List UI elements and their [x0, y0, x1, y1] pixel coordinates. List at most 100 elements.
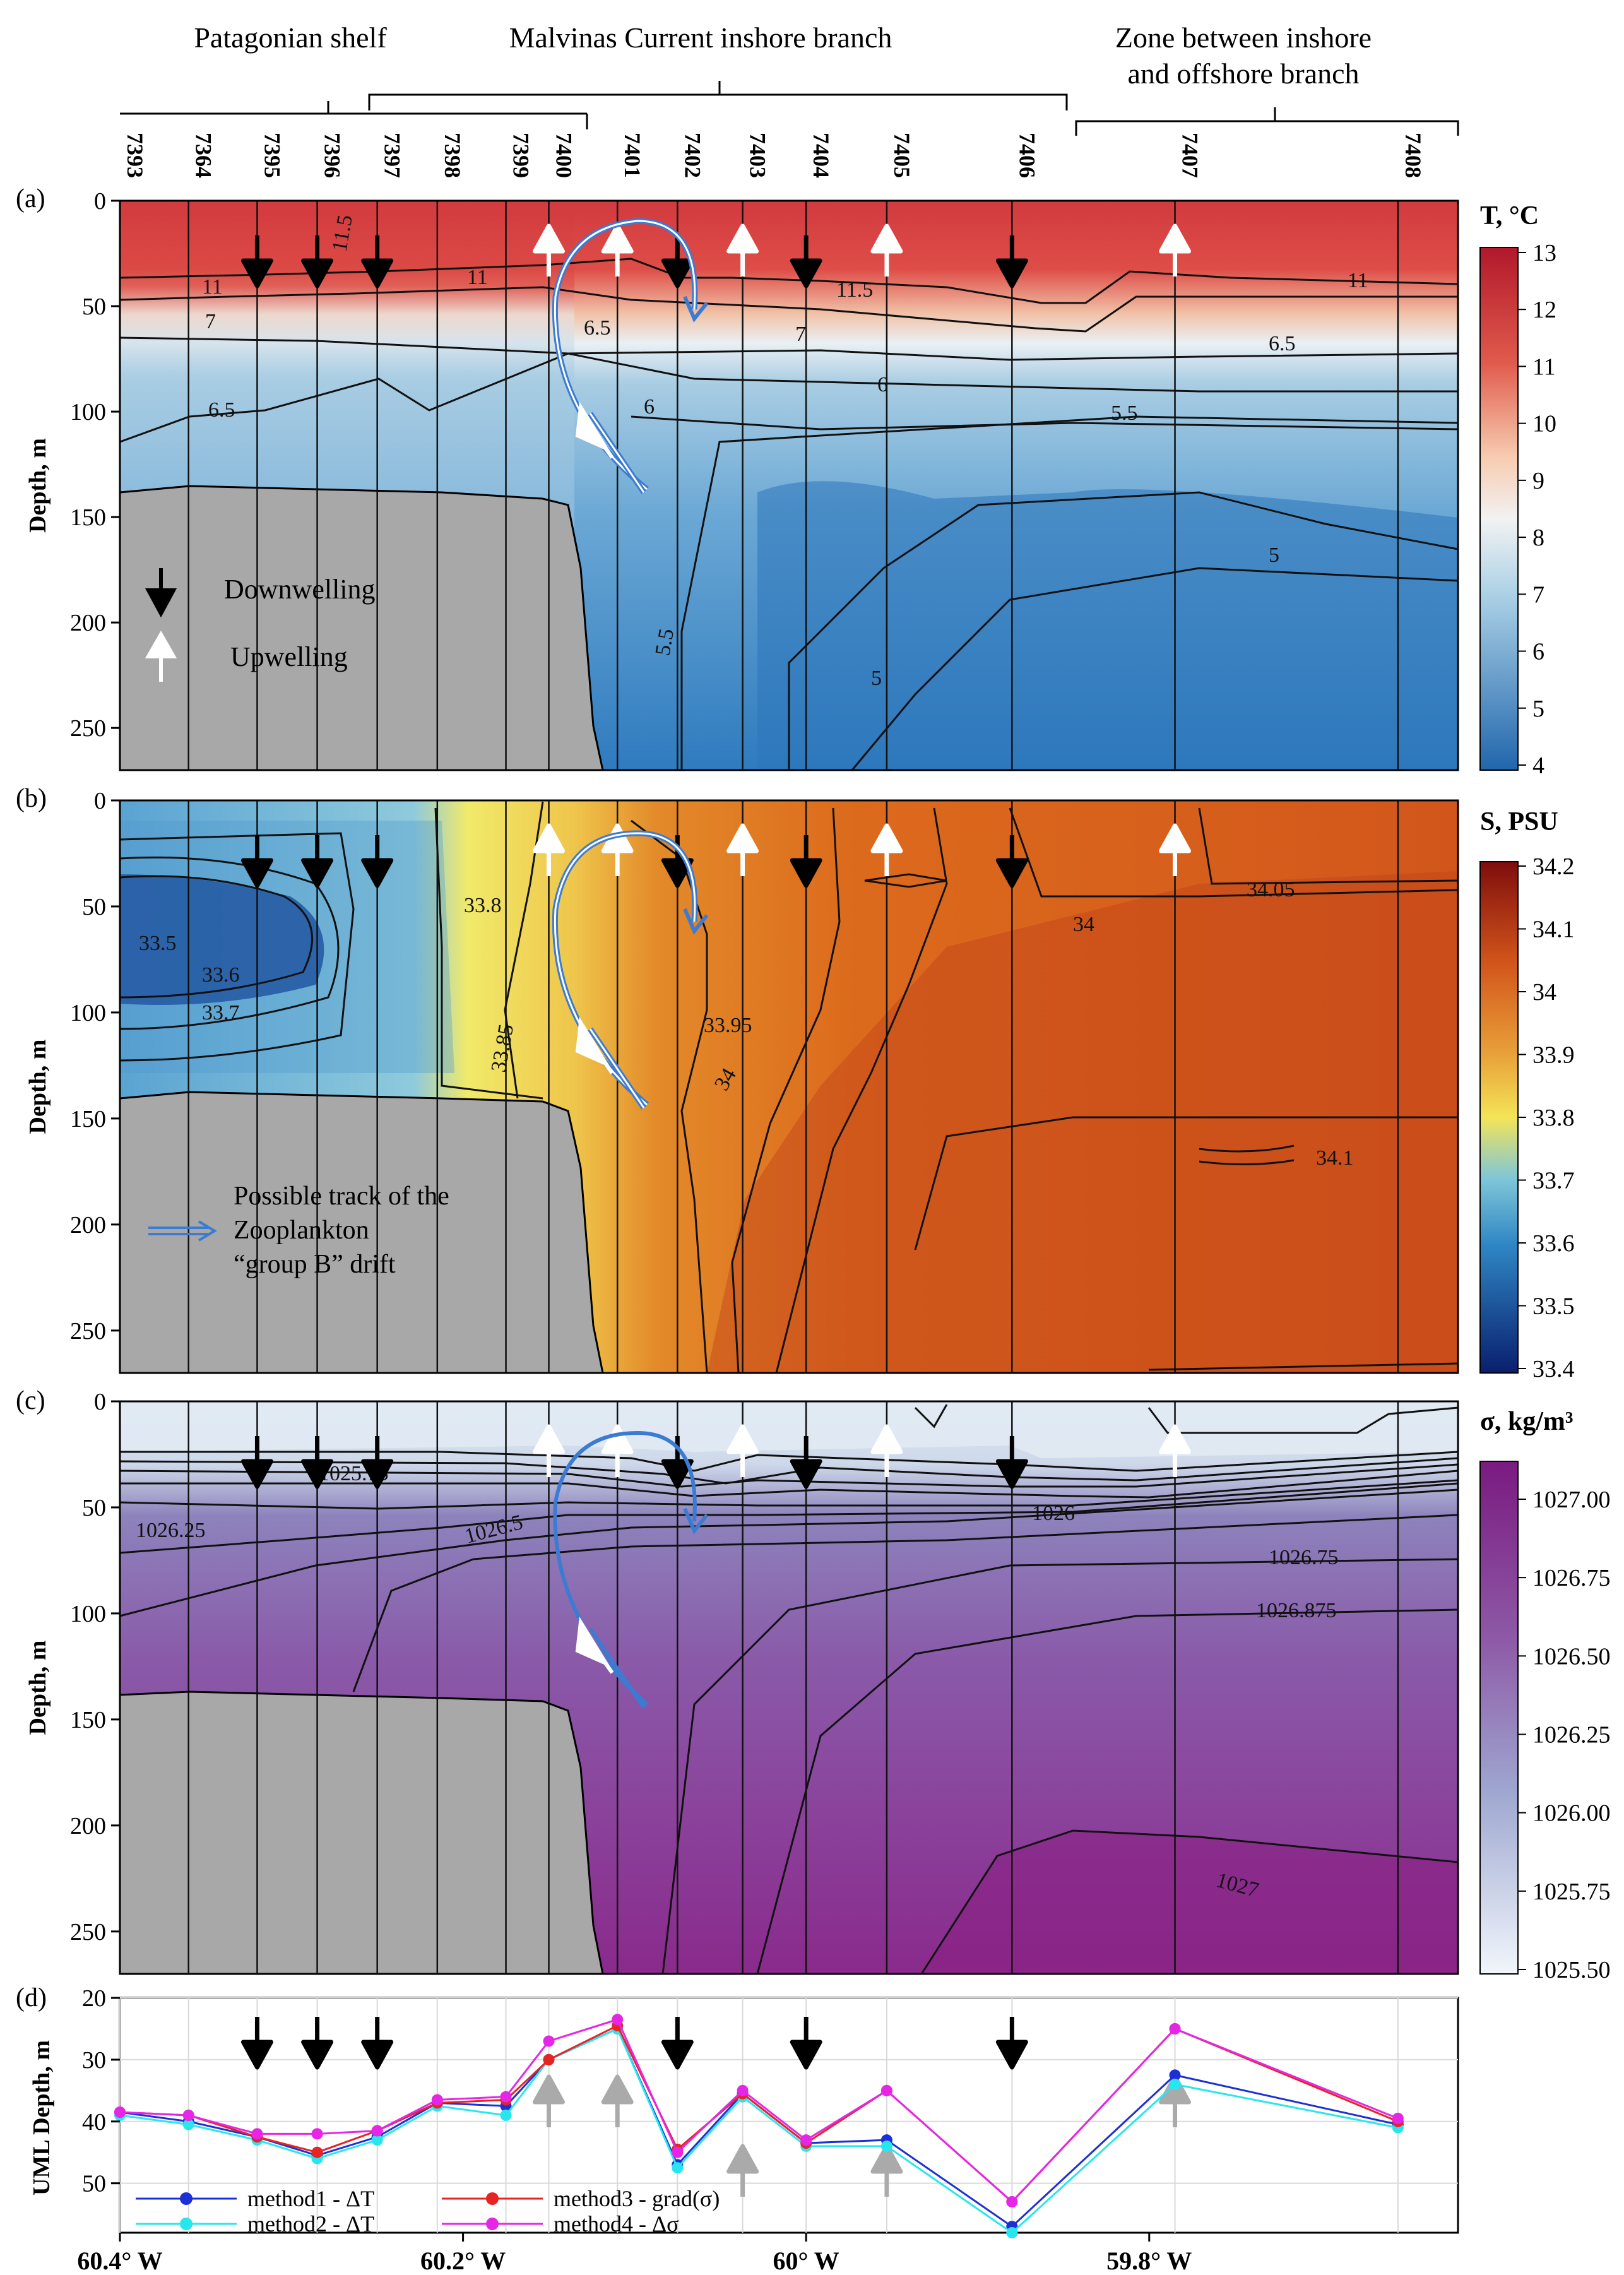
legend-upwelling-label: Upwelling — [230, 641, 348, 672]
upwelling-arrow-7400 — [532, 823, 565, 876]
depth-tick-label: 200 — [70, 610, 106, 636]
y-tick-label: 30 — [82, 2047, 106, 2074]
station-label-7397: 7397 — [380, 133, 405, 178]
zone-bracket-inshore — [368, 81, 1068, 110]
upwelling-arrow-7405 — [870, 823, 903, 876]
colorbar-tick-label: 33.6 — [1532, 1230, 1575, 1257]
panel-b-frame — [119, 799, 1459, 1374]
track-legend-line-2: Zooplankton — [234, 1216, 369, 1245]
panel-b-ylabel: Depth, m — [25, 1040, 51, 1134]
depth-tick-label: 0 — [94, 1389, 106, 1415]
panel-d-axes: 20 30 40 50 60.4° W 60.2° W 60° W 59.8° W — [77, 1985, 1192, 2275]
colorbar-density-title: σ, kg/m³ — [1480, 1407, 1573, 1436]
colorbar-tick-label: 1026.75 — [1532, 1565, 1611, 1591]
zone-headers: Patagonian shelf Malvinas Current inshor… — [120, 21, 1459, 136]
upwelling-arrow-7407 — [1159, 223, 1192, 276]
panel-d-uml-depth: (d) 20 30 40 50 60.4° W 60.2° W 60° W 59.8° W U… — [16, 1983, 1459, 2275]
upwelling-arrow-7401 — [601, 2074, 634, 2127]
panel-b-salty-deep — [707, 871, 1458, 1373]
downwelling-arrow-7397 — [361, 235, 394, 288]
upwelling-arrow-7407 — [1159, 823, 1192, 876]
contour-label: 1026.25 — [136, 1519, 206, 1542]
downwelling-arrow-7404 — [790, 835, 822, 888]
x-tick-label: 59.8° W — [1106, 2247, 1192, 2275]
colorbar-density-ticks: 1027.00 1026.75 1026.50 1026.25 1026.00 1025.… — [1518, 1487, 1611, 1983]
upwelling-arrow-7405 — [870, 223, 903, 276]
y-tick-label: 20 — [82, 1985, 106, 2012]
contour-label: 34.1 — [1316, 1146, 1354, 1170]
upwelling-arrow-7400 — [532, 2074, 565, 2127]
colorbar-tick-label: 33.8 — [1532, 1105, 1575, 1131]
track-legend-line-1: Possible track of the — [234, 1182, 449, 1211]
colorbar-tick-label: 34 — [1532, 979, 1556, 1006]
x-tick-label: 60.4° W — [77, 2247, 162, 2275]
x-tick-label: 60° W — [773, 2247, 839, 2275]
station-label-7405: 7405 — [889, 133, 915, 178]
data-point-method4 — [251, 2128, 263, 2140]
colorbar-tick-label: 5 — [1532, 696, 1544, 722]
depth-tick-label: 0 — [94, 788, 106, 814]
panel-a-legend: Downwelling Upwelling — [145, 568, 376, 682]
colorbar-tick-label: 1025.50 — [1532, 1957, 1611, 1983]
data-point-method4 — [371, 2125, 383, 2137]
colorbar-tick-label: 1026.00 — [1532, 1800, 1611, 1827]
downwelling-arrow-7396 — [301, 1436, 334, 1489]
panel-d-ylabel: UML Depth, m — [28, 2040, 55, 2195]
colorbar-tick-label: 33.4 — [1532, 1356, 1575, 1382]
contour-label: 1026.75 — [1269, 1546, 1339, 1569]
depth-tick-label: 50 — [82, 1495, 106, 1521]
panel-c-contour-labels: 1025.75 1026.25 1026.5 1026 1026.75 1026… — [136, 1462, 1339, 1902]
track-legend-line-3: “group B” drift — [234, 1250, 396, 1279]
track-upward-arrow — [575, 401, 614, 459]
panel-a-track — [552, 218, 709, 494]
data-point-method1 — [1169, 2069, 1181, 2081]
panel-c-light-layer — [120, 1401, 1458, 1458]
legend-marker-method3 — [486, 2192, 499, 2205]
legend-label-method4: method4 - Δσ — [554, 2211, 679, 2236]
station-label-7406: 7406 — [1014, 133, 1040, 178]
colorbar-tick-label: 13 — [1532, 240, 1556, 266]
station-label-7401: 7401 — [620, 133, 645, 178]
panel-c-arrows — [240, 1424, 1192, 1489]
panel-b-fresh-halo — [120, 821, 454, 1073]
data-point-method4 — [543, 2035, 555, 2047]
panel-c-track — [553, 1430, 709, 1709]
panel-b-track — [552, 830, 709, 1110]
contour-label: 7 — [205, 310, 216, 333]
colorbar-tick-label: 1025.75 — [1532, 1879, 1611, 1905]
legend-label-method1: method1 - ΔT — [247, 2186, 374, 2211]
contour-label: 6.5 — [1269, 332, 1296, 355]
colorbar-tick-label: 1027.00 — [1532, 1487, 1611, 1513]
colorbar-tick-label: 10 — [1532, 411, 1556, 437]
colorbar-tick-label: 9 — [1532, 468, 1544, 494]
series-line-method2 — [119, 2027, 1399, 2234]
panel-a-frame — [119, 199, 1459, 771]
depth-tick-label: 100 — [70, 1601, 106, 1627]
zone-label-between-2: and offshore branch — [1127, 57, 1359, 90]
panel-b-contour-labels: 33.5 33.6 33.7 33.8 33.85 33.95 34 34 34… — [139, 878, 1354, 1170]
colorbar-tick-label: 33.5 — [1532, 1293, 1575, 1320]
zone-label-shelf: Patagonian shelf — [194, 21, 387, 54]
contour-label: 34.05 — [1247, 878, 1295, 901]
track-legend-icon — [148, 1220, 217, 1242]
colorbar-tick-label: 33.7 — [1532, 1168, 1575, 1194]
depth-tick-label: 250 — [70, 1919, 106, 1945]
upwelling-arrow-7405 — [870, 1424, 903, 1477]
station-label-7403: 7403 — [745, 133, 771, 178]
colorbar-tick-label: 12 — [1532, 297, 1556, 323]
data-point-method2 — [500, 2110, 512, 2121]
downwelling-arrow-7404 — [790, 235, 822, 288]
data-point-method4 — [500, 2091, 512, 2103]
contour-label: 11.5 — [836, 278, 873, 302]
depth-tick-label: 150 — [70, 504, 106, 531]
contour-label: 5.5 — [1111, 401, 1138, 425]
downwelling-arrow-7402 — [661, 1436, 694, 1489]
data-point-method2 — [182, 2118, 194, 2130]
colorbar-salinity-ticks: 34.2 34.1 34 33.9 33.8 33.7 33.6 33.5 33.4 — [1518, 853, 1575, 1382]
data-point-method3 — [543, 2053, 555, 2065]
colorbar-tick-label: 34.1 — [1532, 917, 1575, 943]
depth-tick-label: 100 — [70, 399, 106, 425]
station-label-7399: 7399 — [509, 133, 534, 178]
colorbar-salinity-title: S, PSU — [1480, 807, 1558, 836]
